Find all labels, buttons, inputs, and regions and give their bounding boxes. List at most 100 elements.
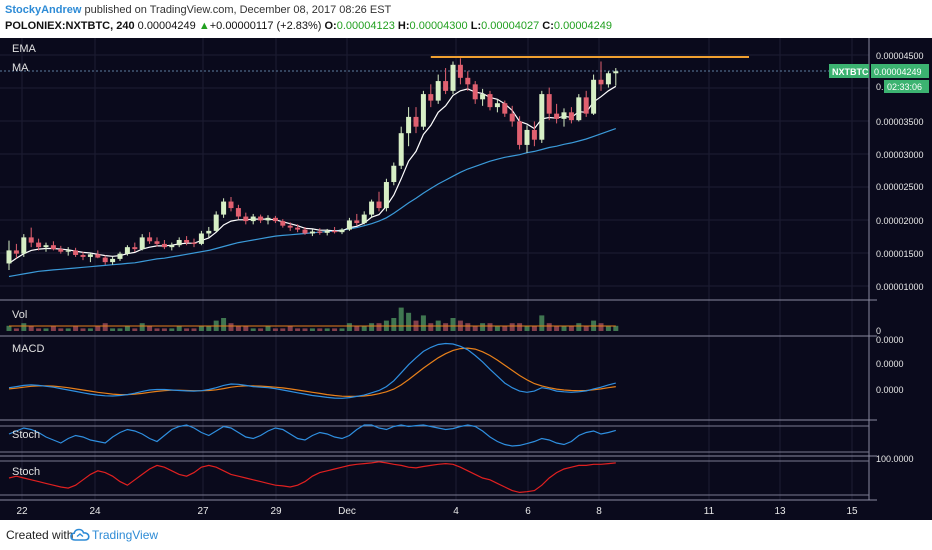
candle-body: [376, 201, 382, 209]
ema-line: [8, 85, 617, 264]
indicator-lines: [8, 85, 617, 494]
price-tag-text: 0.00004249: [874, 67, 922, 77]
last-price: 0.00004249: [137, 20, 196, 32]
volume-bars: [6, 307, 619, 331]
candle-body: [191, 242, 197, 244]
volume-bar: [295, 328, 301, 331]
candle-body: [465, 77, 471, 85]
candle-body: [576, 97, 582, 121]
tradingview-cloud-icon[interactable]: [70, 528, 90, 547]
candle-body: [176, 239, 182, 246]
candle-body: [487, 94, 493, 108]
volume-bar: [235, 325, 241, 331]
volume-bar: [398, 307, 404, 331]
chart-area[interactable]: EMA MA Vol MACD Stoch Stoch 0.00004500 0…: [0, 38, 932, 520]
time-axis[interactable]: 22 24 27 29 Dec 4 6 8 11 13 15: [16, 506, 858, 517]
candle-body: [332, 230, 338, 233]
low-label: L:: [470, 20, 482, 32]
candle-body: [509, 113, 515, 122]
volume-bar: [369, 323, 375, 331]
author-link[interactable]: StockyAndrew: [5, 4, 82, 16]
publish-line: StockyAndrew published on TradingView.co…: [5, 4, 391, 16]
volume-bar: [517, 323, 523, 331]
volume-bar: [406, 312, 412, 331]
volume-bar: [272, 328, 278, 331]
volume-bar: [28, 325, 34, 331]
volume-bar: [198, 325, 204, 331]
time-label: 29: [270, 506, 282, 517]
volume-bar: [568, 325, 574, 331]
macd-signal-line: [8, 347, 616, 397]
time-label: 8: [596, 506, 602, 517]
candle-body: [147, 237, 153, 242]
price-tick-partial: 0.: [876, 82, 884, 92]
candle-body: [117, 253, 123, 259]
footer: Created with TradingView: [0, 520, 932, 550]
candle-body: [554, 113, 560, 119]
volume-bar: [531, 325, 537, 331]
stoch2-label[interactable]: Stoch: [12, 466, 40, 478]
candle-body: [413, 116, 419, 127]
volume-bar: [87, 328, 93, 331]
ma-label[interactable]: MA: [12, 62, 29, 74]
macd-tick: 0.0000: [876, 359, 904, 369]
chart-canvas[interactable]: EMA MA Vol MACD Stoch Stoch 0.00004500 0…: [0, 38, 932, 520]
symbol-label: POLONIEX:NXTBTC, 240: [5, 20, 135, 32]
candle-body: [561, 112, 567, 119]
countdown-tag: [884, 80, 929, 93]
candle-body: [132, 247, 138, 250]
time-label: 15: [846, 506, 858, 517]
candle-body: [391, 165, 397, 183]
candle-body: [361, 214, 367, 224]
volume-bar: [524, 325, 530, 331]
macd-axis[interactable]: 0.0000 0.0000 0.0000: [876, 335, 904, 395]
candle-body: [406, 116, 412, 134]
candle-body: [309, 231, 315, 234]
candle-body: [443, 81, 449, 91]
candle-body: [161, 243, 167, 248]
candle-body: [13, 250, 19, 254]
candle-body: [184, 239, 190, 243]
created-with-text: Created with: [6, 528, 74, 542]
tradingview-link[interactable]: TradingView: [92, 528, 159, 542]
stoch1-label[interactable]: Stoch: [12, 429, 40, 441]
candle-body: [243, 216, 249, 222]
macd-label[interactable]: MACD: [12, 343, 44, 355]
volume-bar: [494, 325, 500, 331]
candle-body: [524, 129, 530, 145]
volume-bar: [420, 315, 426, 331]
candle-body: [87, 254, 93, 257]
volume-bar: [258, 328, 264, 331]
volume-bar: [110, 328, 116, 331]
candle-body: [65, 250, 71, 252]
candle-body: [539, 94, 545, 140]
volume-bar: [161, 328, 167, 331]
candles[interactable]: [6, 58, 619, 270]
vol-label[interactable]: Vol: [12, 309, 27, 321]
price-tick: 0.00003500: [876, 117, 924, 127]
volume-bar: [361, 325, 367, 331]
candle-body: [280, 221, 286, 226]
vol-axis-zero: 0: [876, 326, 881, 336]
candle-body: [50, 245, 56, 250]
candle-body: [383, 182, 389, 209]
volume-bar: [102, 323, 108, 331]
volume-bar: [613, 325, 619, 331]
candle-body: [221, 201, 227, 215]
volume-bar: [147, 325, 153, 331]
price-axis[interactable]: 0.00004500 0.00003500 0.00003000 0.00002…: [876, 51, 924, 292]
close-value: 0.00004249: [553, 20, 613, 32]
volume-bar: [428, 323, 434, 331]
candle-body: [472, 84, 478, 100]
candle-body: [95, 254, 101, 258]
volume-bar: [124, 325, 130, 331]
stoch-axis-top: 100.0000: [876, 454, 914, 464]
volume-bar: [6, 325, 12, 331]
volume-bar: [502, 325, 508, 331]
ema-label[interactable]: EMA: [12, 43, 37, 55]
time-label: 13: [774, 506, 786, 517]
open-label: O:: [324, 20, 337, 32]
volume-bar: [80, 328, 86, 331]
candle-body: [265, 217, 271, 221]
volume-bar: [73, 325, 79, 331]
